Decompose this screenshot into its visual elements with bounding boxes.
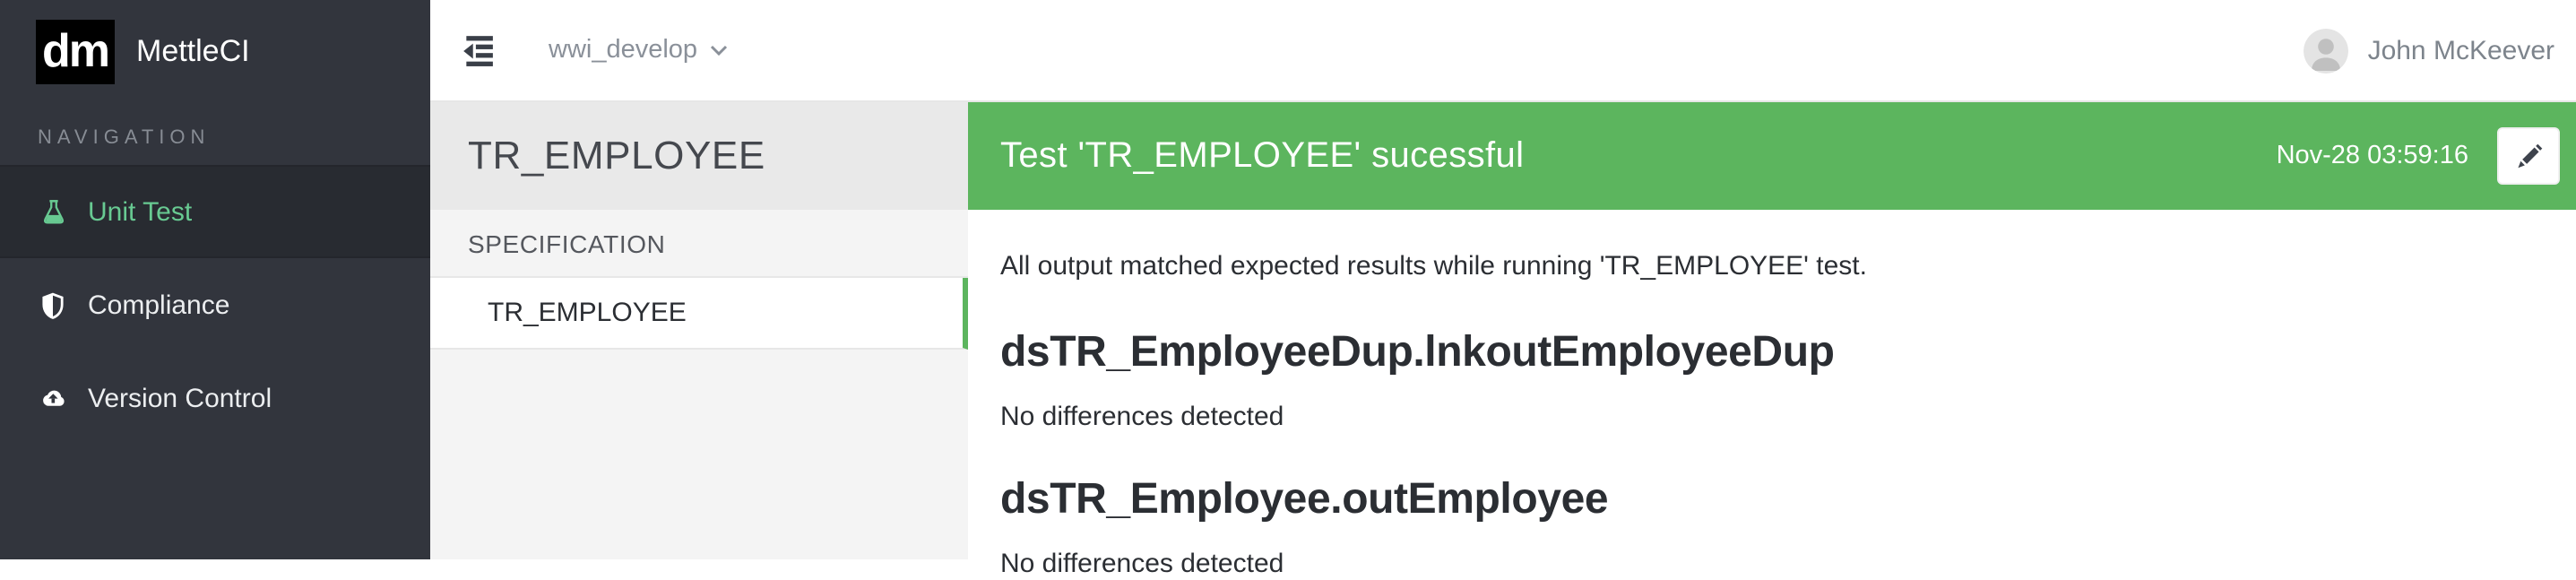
avatar <box>2303 28 2348 73</box>
content-row: TR_EMPLOYEE SPECIFICATION TR_EMPLOYEE Te… <box>430 102 2576 580</box>
sidebar-item-label: Unit Test <box>88 196 193 227</box>
app-title: MettleCI <box>136 33 250 67</box>
result-section-heading: dsTR_Employee.outEmployee <box>1000 475 1609 524</box>
shield-icon <box>39 290 66 319</box>
sidebar-toggle-button[interactable] <box>461 34 495 66</box>
sidebar: dm MettleCI NAVIGATION Unit Test <box>0 0 430 559</box>
success-banner: Test 'TR_EMPLOYEE' sucessful Nov-28 03:5… <box>968 102 2576 210</box>
sidebar-item-label: Version Control <box>88 383 272 413</box>
result-summary: All output matched expected results whil… <box>1000 251 1867 281</box>
brand: dm MettleCI <box>0 0 430 102</box>
result-section-heading: dsTR_EmployeeDup.lnkoutEmployeeDup <box>1000 328 1835 377</box>
result-section-status: No differences detected <box>1000 549 1284 580</box>
chevron-down-icon <box>711 45 728 56</box>
spec-section-label: SPECIFICATION <box>430 210 968 278</box>
specification-panel: TR_EMPLOYEE SPECIFICATION TR_EMPLOYEE <box>430 102 968 559</box>
sidebar-item-version-control[interactable]: Version Control <box>0 351 430 445</box>
spec-panel-filler <box>430 350 968 559</box>
sidebar-item-label: Compliance <box>88 290 230 320</box>
test-result-pane: Test 'TR_EMPLOYEE' sucessful Nov-28 03:5… <box>968 102 2576 580</box>
user-name: John McKeever <box>2367 35 2554 65</box>
sidebar-item-unit-test[interactable]: Unit Test <box>0 165 430 258</box>
banner-title: Test 'TR_EMPLOYEE' sucessful <box>1000 135 1525 175</box>
flask-icon <box>39 197 66 226</box>
test-timestamp: Nov-28 03:59:16 <box>2276 142 2468 170</box>
app-logo: dm <box>36 19 115 83</box>
project-name: wwi_develop <box>549 36 698 65</box>
sidebar-item-compliance[interactable]: Compliance <box>0 258 430 351</box>
pencil-icon <box>2518 143 2543 168</box>
spec-item-tr-employee[interactable]: TR_EMPLOYEE <box>430 278 968 350</box>
user-menu[interactable]: John McKeever <box>2303 28 2554 73</box>
topbar: wwi_develop John McK <box>430 0 2576 102</box>
result-body: All output matched expected results whil… <box>968 210 2576 580</box>
main-column: wwi_develop John McK <box>430 0 2576 580</box>
spec-item-label: TR_EMPLOYEE <box>488 298 687 328</box>
project-selector[interactable]: wwi_develop <box>549 36 728 65</box>
cloud-upload-icon <box>39 384 66 412</box>
result-section-status: No differences detected <box>1000 402 1284 433</box>
edit-button[interactable] <box>2497 127 2560 185</box>
spec-panel-title: TR_EMPLOYEE <box>430 102 968 210</box>
outdent-icon <box>463 36 493 66</box>
sidebar-section-label: NAVIGATION <box>38 127 211 149</box>
sidebar-nav: Unit Test Compliance <box>0 165 430 445</box>
app-logo-text: dm <box>42 23 110 77</box>
